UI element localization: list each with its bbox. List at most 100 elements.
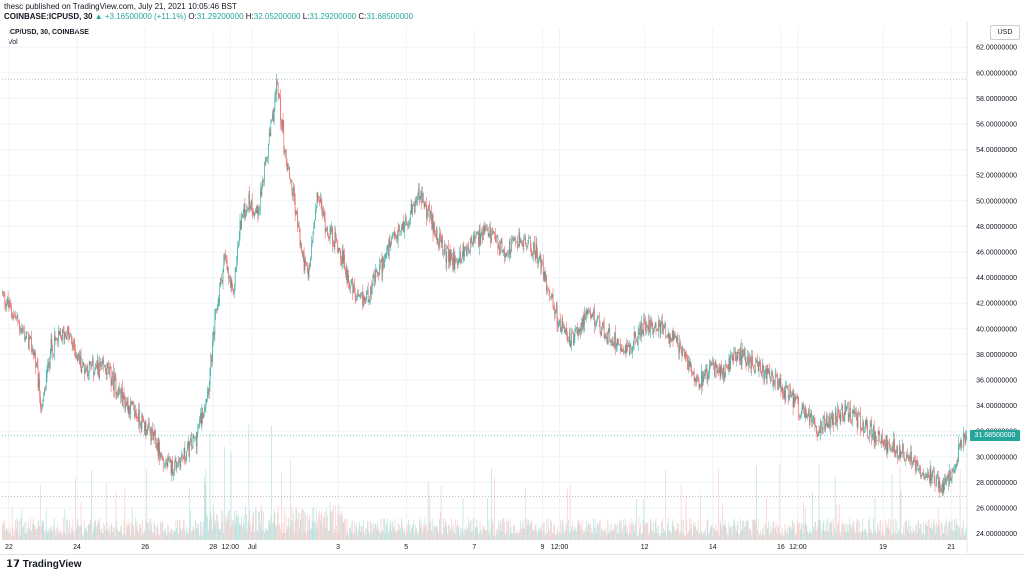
volume-bar: [540, 529, 542, 540]
candle-body: [213, 332, 215, 335]
volume-bar: [556, 530, 558, 540]
volume-bar: [744, 521, 746, 540]
volume-bar: [567, 489, 568, 540]
volume-bar: [859, 521, 860, 540]
volume-bar: [836, 504, 838, 540]
volume-bar: [17, 520, 19, 540]
candle-body: [533, 242, 534, 255]
volume-bar: [901, 533, 903, 540]
volume-bar: [872, 533, 873, 540]
volume-bar: [395, 531, 397, 540]
tradingview-logo[interactable]: 𝟭𝟳 TradingView: [6, 559, 82, 570]
volume-bar: [113, 528, 114, 540]
volume-bar: [168, 526, 169, 540]
volume-bar: [75, 529, 77, 540]
candle-body: [202, 407, 203, 419]
volume-bar: [372, 522, 374, 540]
candle-body: [547, 288, 549, 290]
candle-body: [927, 472, 928, 478]
open-label: O:: [188, 12, 197, 21]
candle-body: [610, 340, 611, 343]
candle-body: [558, 325, 559, 327]
volume-bar: [677, 529, 679, 540]
volume-bar: [98, 521, 100, 540]
candle-body: [354, 291, 356, 298]
volume-bar: [813, 530, 815, 540]
volume-bar: [460, 527, 461, 540]
volume-bar: [897, 532, 898, 540]
volume-bar: [236, 510, 238, 540]
candle-body: [347, 274, 349, 283]
candle-body: [457, 259, 458, 265]
candle-body: [38, 379, 40, 388]
volume-bar: [183, 519, 185, 540]
candle-body: [577, 327, 578, 336]
volume-bar: [814, 521, 816, 540]
volume-bar: [210, 511, 212, 540]
candle-body: [141, 414, 143, 430]
volume-bar: [124, 488, 126, 540]
candle-body: [921, 473, 923, 477]
volume-bar: [294, 533, 295, 540]
volume-bar: [397, 523, 399, 540]
candle-body: [748, 358, 750, 367]
candle-body: [620, 343, 621, 351]
candle-body: [337, 248, 339, 252]
volume-bar: [94, 519, 96, 540]
candle-body: [497, 236, 499, 249]
candle-body: [181, 455, 182, 458]
legend-volume[interactable]: Vol: [8, 39, 18, 46]
volume-bar: [475, 528, 477, 540]
volume-bar: [643, 499, 645, 540]
tradingview-logo-text: TradingView: [22, 559, 82, 570]
volume-bar: [476, 520, 478, 540]
volume-bar: [197, 528, 199, 540]
candle-body: [518, 232, 520, 247]
candle-body: [804, 408, 806, 418]
volume-bar: [422, 531, 423, 540]
candle-body: [538, 260, 539, 264]
volume-bar: [500, 531, 502, 540]
candle-body: [380, 259, 382, 262]
volume-bar: [624, 526, 625, 540]
volume-bar: [280, 529, 281, 540]
volume-bar: [543, 522, 545, 540]
candle-body: [355, 297, 357, 299]
candle-body: [722, 368, 723, 377]
volume-bar: [238, 522, 240, 540]
volume-bar: [348, 535, 349, 540]
legend-symbol[interactable]: ICP/USD, 30, COINBASE: [8, 29, 89, 36]
volume-bar: [458, 525, 460, 540]
volume-bar: [392, 520, 393, 540]
candle-body: [556, 304, 558, 323]
volume-bar: [62, 535, 63, 540]
candle-body: [932, 471, 933, 478]
time-axis: 22 24 26 28 12:00 Jul 3 5 7 9 12:00 12 14 16 12:00 19 21: [5, 544, 955, 551]
volume-bar: [228, 511, 229, 540]
candle-body: [88, 361, 90, 374]
candle-body: [319, 200, 320, 203]
candle-body: [495, 234, 496, 243]
volume-bar: [791, 528, 792, 540]
candle-body: [238, 234, 240, 244]
volume-bar: [308, 519, 310, 540]
volume-bar: [584, 531, 585, 540]
currency-button[interactable]: USD: [990, 25, 1020, 40]
candle-body: [63, 331, 65, 340]
candle-body: [428, 206, 430, 208]
candle-body: [790, 389, 791, 397]
candle-body: [933, 470, 935, 479]
volume-bar: [243, 514, 245, 540]
x-tick-label: 12: [641, 544, 649, 551]
volume-bar: [856, 518, 858, 540]
candle-body: [475, 234, 477, 237]
candle-body: [637, 332, 639, 345]
volume-bar: [619, 520, 620, 540]
volume-bar: [465, 527, 466, 540]
candle-body: [965, 435, 967, 443]
volume-bar: [539, 526, 541, 540]
volume-bar: [953, 529, 954, 540]
volume-bar: [73, 530, 75, 540]
volume-bar: [52, 530, 54, 540]
